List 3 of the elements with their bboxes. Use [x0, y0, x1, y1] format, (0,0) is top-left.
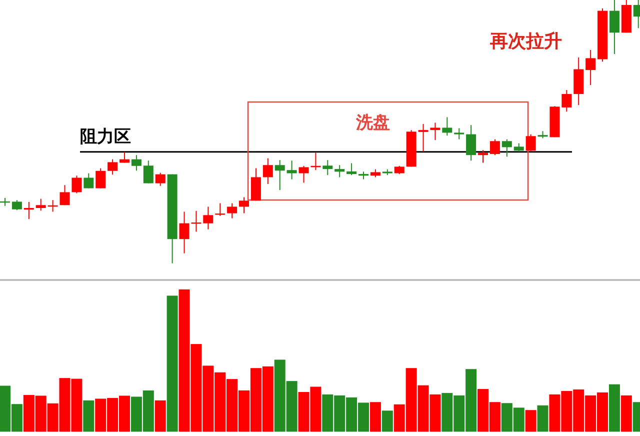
- annotation: 再次拉升: [489, 31, 562, 52]
- ref-line-label: 阻力区: [80, 126, 131, 147]
- annotation: 洗盘: [355, 113, 390, 133]
